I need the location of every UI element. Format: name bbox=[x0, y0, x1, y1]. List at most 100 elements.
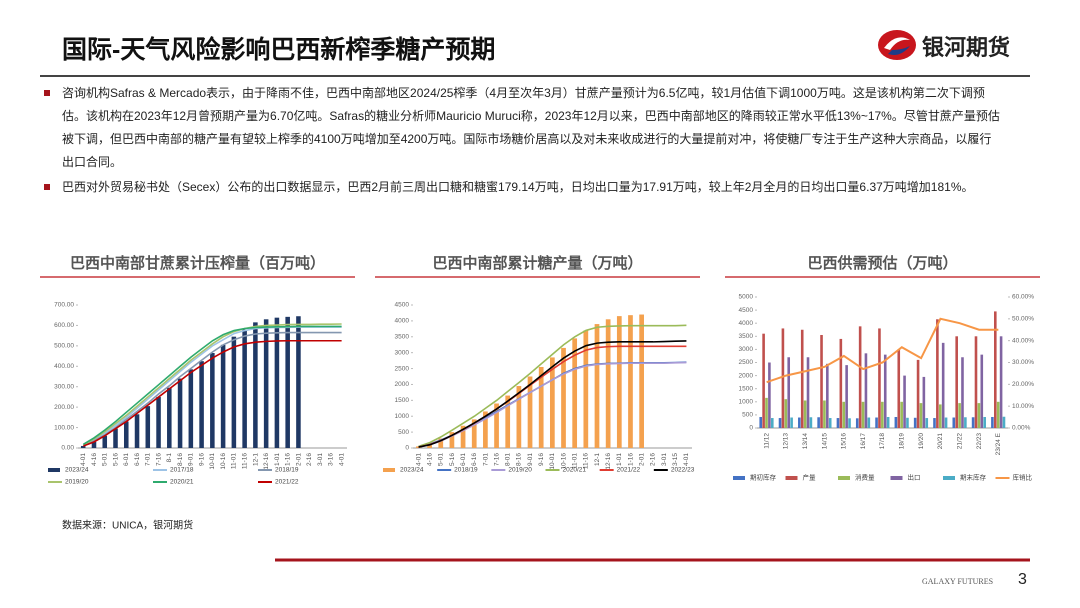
y-tick-label: 600.00 bbox=[54, 322, 74, 329]
bar bbox=[900, 401, 903, 428]
x-tick-label: 9-16 bbox=[538, 453, 545, 466]
bar bbox=[944, 417, 948, 428]
legend-swatch bbox=[838, 476, 850, 480]
x-tick-label: 12-1 bbox=[252, 453, 259, 466]
bar bbox=[836, 418, 840, 428]
bar bbox=[858, 326, 862, 428]
chart-title: 巴西中南部甘蔗累计压榨量（百万吨） bbox=[70, 254, 325, 272]
y-tick-label: 4000 bbox=[739, 320, 754, 327]
bullet-text: 咨询机构Safras & Mercado表示，由于降雨不佳，巴西中南部地区202… bbox=[44, 82, 1002, 174]
x-tick-label: 9-01 bbox=[188, 453, 195, 466]
logo-mark bbox=[878, 30, 916, 60]
legend-label: 期末库存 bbox=[960, 473, 987, 482]
bar bbox=[913, 417, 917, 428]
bar bbox=[938, 404, 942, 428]
y-tick-label: 500 bbox=[742, 412, 753, 419]
header-rule bbox=[40, 75, 1030, 77]
bar bbox=[883, 354, 887, 428]
x-tick-label: 6-01 bbox=[460, 453, 467, 466]
bar bbox=[964, 417, 967, 428]
x-tick-label: 11-01 bbox=[231, 453, 238, 470]
bar bbox=[971, 417, 975, 428]
x-tick-label: 10-01 bbox=[549, 453, 556, 470]
x-tick-label: 4-01 bbox=[80, 453, 87, 466]
bar bbox=[803, 400, 807, 428]
bar bbox=[919, 403, 923, 428]
x-tick-label: 2-01 bbox=[638, 453, 645, 466]
x-tick-label: 4-16 bbox=[426, 453, 433, 466]
x-tick-label: 5-16 bbox=[112, 453, 119, 466]
bar bbox=[768, 362, 771, 428]
bar bbox=[274, 317, 280, 448]
chart-title: 巴西中南部累计糖产量（万吨） bbox=[432, 254, 642, 272]
y-tick-label: 1500 bbox=[739, 385, 754, 392]
bar bbox=[438, 438, 444, 448]
y-tick-label: 4500 bbox=[395, 302, 410, 309]
bar bbox=[549, 357, 555, 448]
bar bbox=[572, 338, 578, 448]
bar bbox=[999, 336, 1003, 428]
bar bbox=[820, 334, 823, 428]
x-tick-label: 4-16 bbox=[91, 453, 98, 466]
logo-text: 银河期货 bbox=[922, 35, 1011, 60]
bar bbox=[1002, 416, 1006, 428]
bar bbox=[867, 417, 871, 428]
x-tick-label: 10-16 bbox=[220, 453, 227, 470]
y-tick-label: 700.00 bbox=[54, 302, 74, 309]
bar bbox=[628, 315, 633, 448]
x-tick-label: 8-1 bbox=[166, 453, 173, 463]
x-tick-label: 1-16 bbox=[627, 453, 634, 466]
y-tick-label: 100.00 bbox=[54, 424, 74, 431]
bar bbox=[961, 357, 964, 428]
bar bbox=[996, 401, 1000, 428]
bar bbox=[903, 375, 906, 428]
line bbox=[83, 339, 342, 447]
x-tick-label: 21/22 bbox=[956, 433, 963, 450]
legend-label: 2021/22 bbox=[617, 467, 641, 474]
y-tick-label: 300.00 bbox=[54, 383, 74, 390]
y2-tick-label: 0.00% bbox=[1012, 425, 1031, 432]
legend-swatch bbox=[383, 468, 395, 472]
x-tick-label: 17/18 bbox=[879, 433, 886, 450]
bar bbox=[770, 418, 774, 428]
y-tick-label: 4500 bbox=[739, 307, 754, 314]
y-tick-label: 3500 bbox=[395, 333, 410, 340]
bar bbox=[639, 314, 644, 448]
bar bbox=[199, 361, 204, 448]
legend-label: 2020/21 bbox=[170, 479, 194, 486]
bar bbox=[605, 319, 611, 448]
bar bbox=[784, 399, 788, 428]
line bbox=[82, 325, 342, 446]
legend-label: 2022/23 bbox=[671, 467, 695, 474]
x-tick-label: 11-01 bbox=[572, 453, 579, 470]
x-tick-label: 3-15 bbox=[672, 453, 679, 466]
y-tick-label: 1000 bbox=[739, 399, 754, 406]
y-tick-label: 3000 bbox=[395, 349, 410, 356]
x-tick-label: 12-16 bbox=[263, 453, 270, 470]
bar bbox=[864, 353, 868, 428]
x-tick-label: 11-16 bbox=[583, 453, 590, 470]
y-tick-label: 2000 bbox=[395, 381, 410, 388]
bar bbox=[538, 366, 544, 448]
bar bbox=[974, 336, 978, 428]
y2-tick-label: 10.00% bbox=[1012, 403, 1034, 410]
x-tick-label: 12-1 bbox=[594, 453, 601, 466]
y-tick-label: 400.00 bbox=[54, 363, 74, 370]
x-tick-label: 1-01 bbox=[616, 453, 623, 466]
y-tick-label: 1500 bbox=[395, 397, 410, 404]
legend-label: 2019/20 bbox=[65, 479, 89, 486]
x-tick-label: 5-16 bbox=[449, 453, 456, 466]
y-tick-label: 3500 bbox=[739, 333, 754, 340]
legend-label: 2018/19 bbox=[275, 467, 299, 474]
x-tick-label: 14/15 bbox=[821, 433, 828, 450]
y-tick-label: 2500 bbox=[739, 359, 754, 366]
y2-tick-label: 20.00% bbox=[1012, 381, 1034, 388]
bar bbox=[188, 369, 194, 448]
bar bbox=[958, 403, 961, 428]
y2-tick-label: 50.00% bbox=[1012, 316, 1034, 323]
line bbox=[82, 323, 342, 446]
y-tick-label: 500.00 bbox=[54, 343, 74, 350]
legend-label: 库销比 bbox=[1013, 473, 1033, 482]
x-tick-label: 7-16 bbox=[493, 453, 500, 466]
y-tick-label: 3000 bbox=[739, 346, 754, 353]
